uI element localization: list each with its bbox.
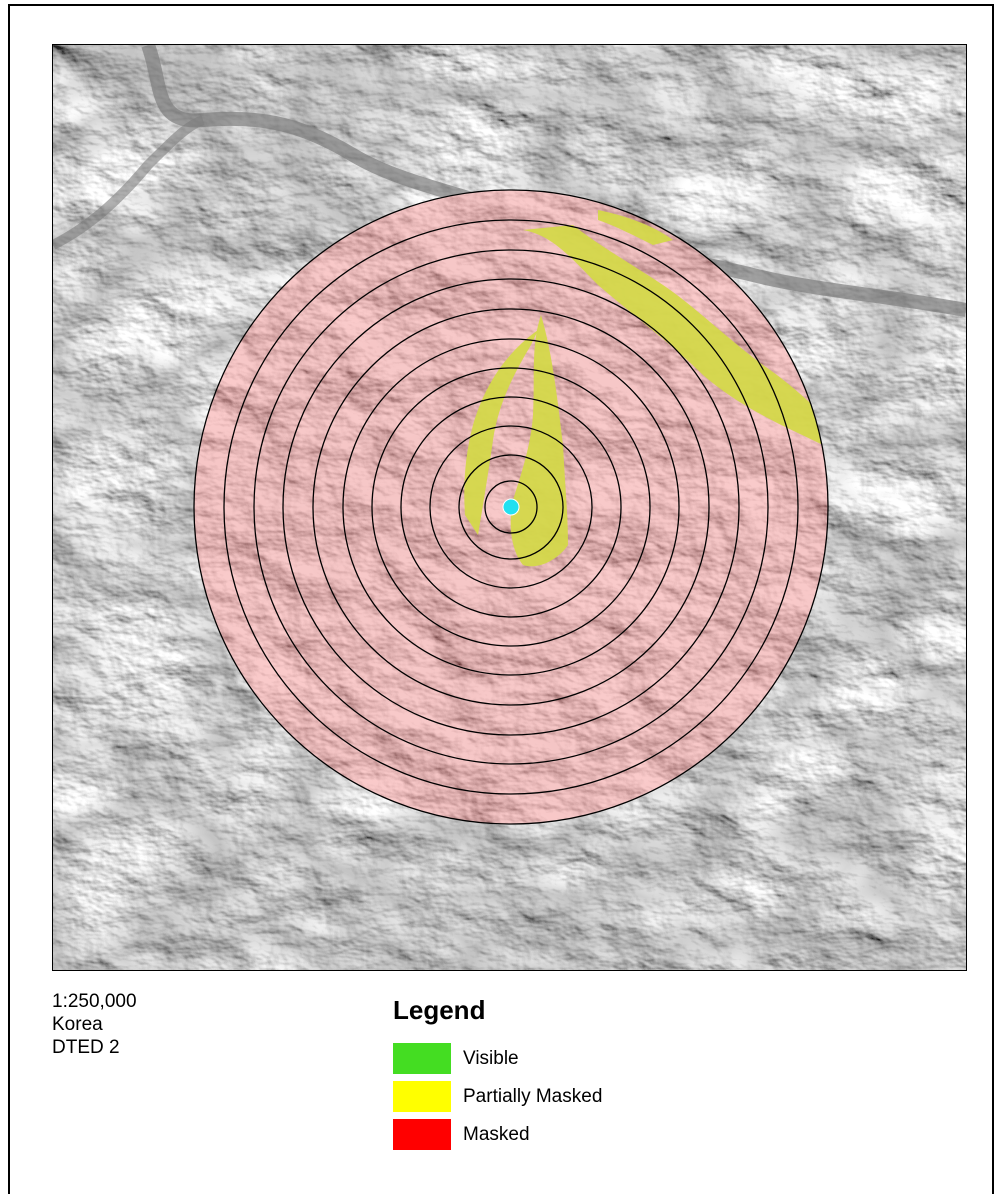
legend-title: Legend xyxy=(393,995,486,1025)
range-ring xyxy=(371,367,651,647)
legend-item-visible: Visible xyxy=(393,1043,602,1074)
legend-label: Partially Masked xyxy=(463,1085,603,1107)
map-scale: 1:250,000 xyxy=(52,991,137,1012)
map-dataset: DTED 2 xyxy=(52,1037,120,1058)
range-ring xyxy=(223,219,799,795)
range-ring xyxy=(282,278,740,736)
range-ring xyxy=(253,249,769,765)
range-ring xyxy=(342,338,680,676)
range-rings xyxy=(193,189,829,825)
river-tributary xyxy=(53,115,205,250)
partially-masked-ridge-central xyxy=(510,315,568,567)
partially-masked-areas xyxy=(464,210,828,567)
map-layout-frame xyxy=(8,4,994,1194)
observer-point-icon[interactable] xyxy=(502,498,520,516)
terrain-map[interactable] xyxy=(53,45,966,970)
partially-masked-ridge-northeast xyxy=(523,225,828,455)
range-ring xyxy=(484,480,538,534)
legend: Legend Visible Partially Masked Masked xyxy=(393,995,602,1157)
legend-label: Visible xyxy=(463,1047,519,1069)
range-ring xyxy=(400,396,622,618)
legend-item-masked: Masked xyxy=(393,1119,602,1150)
legend-item-partially-masked: Partially Masked xyxy=(393,1081,602,1112)
legend-swatch-masked xyxy=(393,1119,451,1150)
viewshed-overlay xyxy=(193,189,829,825)
range-ring xyxy=(193,189,829,825)
partially-masked-ridge-west xyxy=(464,330,538,535)
map-info-block: 1:250,000 Korea DTED 2 xyxy=(52,990,137,1059)
range-ring xyxy=(458,454,564,560)
legend-swatch-partially-masked xyxy=(393,1081,451,1112)
range-ring xyxy=(429,425,593,589)
map-panel[interactable] xyxy=(52,44,967,971)
legend-label: Masked xyxy=(463,1123,530,1145)
map-region: Korea xyxy=(52,1014,103,1035)
legend-swatch-visible xyxy=(393,1043,451,1074)
partially-masked-patch-north xyxy=(598,210,673,245)
range-ring xyxy=(312,308,710,706)
